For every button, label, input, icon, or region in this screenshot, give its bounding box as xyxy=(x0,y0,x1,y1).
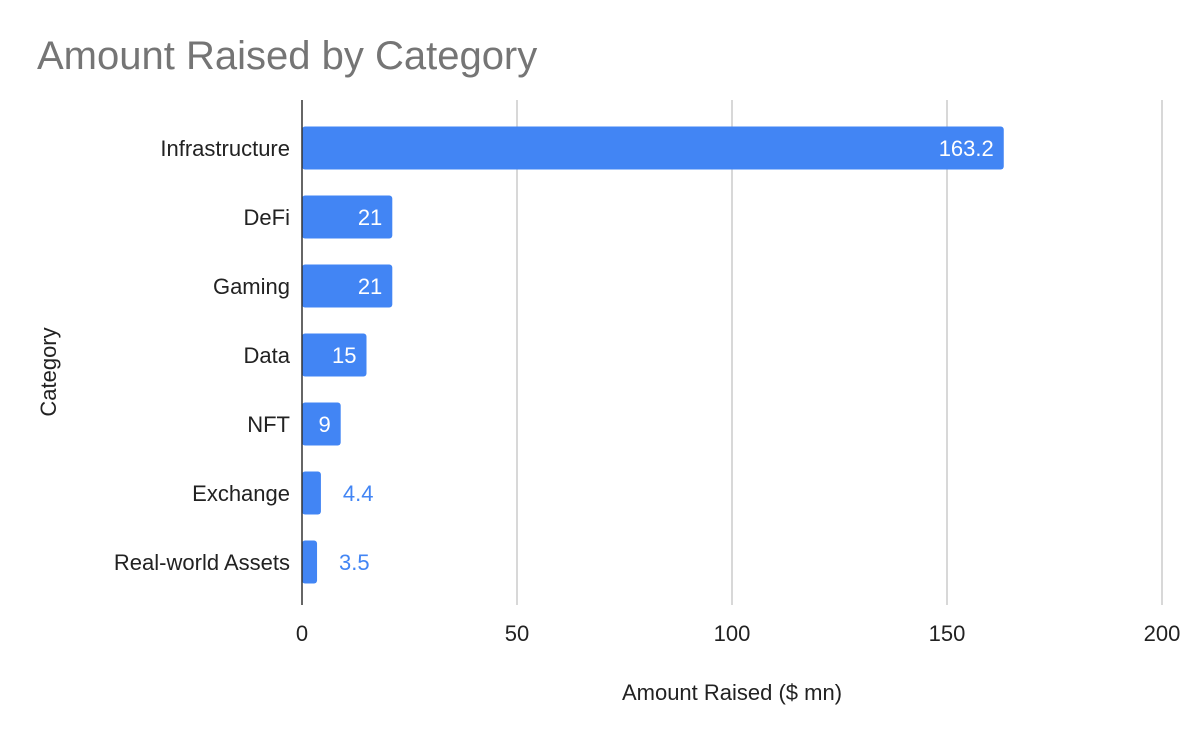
x-axis-title: Amount Raised ($ mn) xyxy=(622,680,842,705)
data-labels: 163.2 21 21 15 9 4.4 3.5 xyxy=(318,136,993,575)
chart-title: Amount Raised by Category xyxy=(37,34,538,78)
gridlines xyxy=(516,100,1163,605)
bar-data xyxy=(302,333,367,377)
y-axis-title: Category xyxy=(36,327,61,416)
category-label: Data xyxy=(244,343,291,368)
x-tick-label: 150 xyxy=(929,621,966,646)
bar-exchange xyxy=(302,471,321,515)
x-tick-label: 50 xyxy=(505,621,529,646)
category-label: NFT xyxy=(247,412,290,437)
bar-nft xyxy=(302,402,341,446)
x-tick-label: 100 xyxy=(714,621,751,646)
data-label: 4.4 xyxy=(343,481,374,506)
data-label: 15 xyxy=(332,343,356,368)
data-label: 21 xyxy=(358,274,382,299)
data-label: 9 xyxy=(318,412,330,437)
bar-gaming xyxy=(302,264,393,308)
data-label: 3.5 xyxy=(339,550,370,575)
data-label: 21 xyxy=(358,205,382,230)
category-label: Infrastructure xyxy=(160,136,290,161)
category-label: Exchange xyxy=(192,481,290,506)
category-label: Real-world Assets xyxy=(114,550,290,575)
bar-real-world-assets xyxy=(302,540,318,584)
x-tick-label: 0 xyxy=(296,621,308,646)
category-labels: Infrastructure DeFi Gaming Data NFT Exchange R… xyxy=(114,136,291,575)
data-label: 163.2 xyxy=(939,136,994,161)
category-label: DeFi xyxy=(244,205,290,230)
x-tick-labels: 0 50 100 150 200 xyxy=(296,621,1180,646)
bars xyxy=(302,126,1004,584)
bar-defi xyxy=(302,195,393,239)
x-tick-label: 200 xyxy=(1144,621,1181,646)
category-label: Gaming xyxy=(213,274,290,299)
bar-infrastructure xyxy=(302,126,1004,170)
